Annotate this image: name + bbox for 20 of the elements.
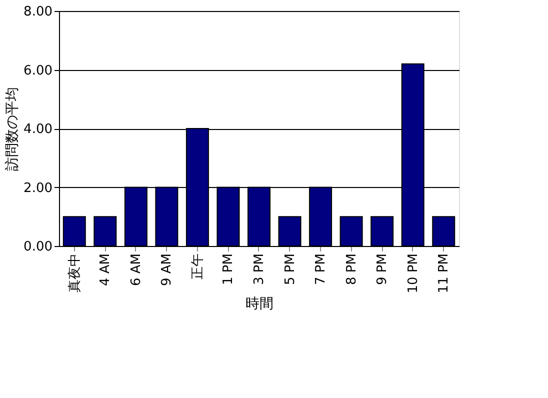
x-tick-label: 8 PM: [344, 254, 360, 285]
y-axis-title: 訪問数の平均: [4, 87, 21, 171]
x-tick-label: 9 AM: [160, 254, 175, 286]
y-tick-label: 2.00: [24, 180, 52, 196]
x-tick-label: 正午: [190, 254, 206, 280]
x-tick-label: 4 AM: [98, 254, 114, 286]
x-tick-label: 7 PM: [314, 254, 329, 285]
x-tick-label: 11 PM: [436, 254, 452, 294]
x-axis-title: 時間: [246, 296, 274, 312]
x-tick-label: 10 PM: [406, 254, 421, 294]
x-tick-label: 5 PM: [282, 254, 298, 285]
y-tick-label: 8.00: [24, 4, 52, 20]
x-tick-label: 真夜中: [66, 254, 82, 292]
x-tick-label: 9 PM: [375, 254, 390, 285]
y-tick-label: 0.00: [24, 240, 52, 254]
y-tick-label: 4.00: [24, 122, 52, 137]
x-tick-label: 3 PM: [252, 254, 267, 285]
x-tick-label: 1 PM: [221, 254, 236, 285]
x-tick-label: 6 AM: [128, 254, 144, 286]
y-tick-label: 6.00: [24, 63, 52, 78]
